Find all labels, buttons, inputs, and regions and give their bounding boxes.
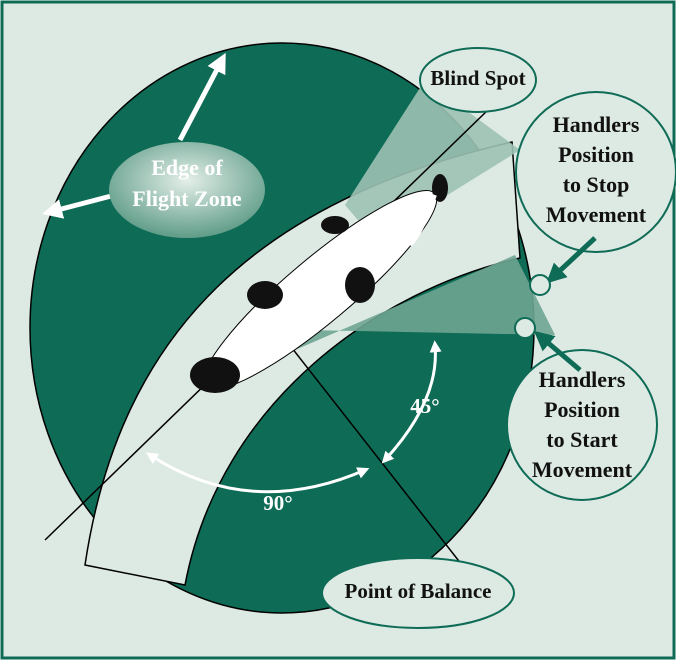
handler-stop-position — [530, 275, 550, 295]
label-line: to Stop — [563, 172, 630, 197]
label-line: Position — [558, 142, 634, 167]
handler-start-position — [515, 318, 535, 338]
label-line: Movement — [546, 202, 647, 227]
diagram: Blind Spot Point of Balance 45° 90° Edge… — [0, 0, 676, 660]
angle-45-label: 45° — [410, 394, 439, 418]
label-line: Movement — [532, 457, 633, 482]
label-line: Edge of — [151, 155, 223, 180]
angle-90-label: 90° — [263, 491, 292, 515]
label-line: Flight Zone — [132, 186, 242, 211]
label-line: Handlers — [539, 367, 626, 392]
label-line: Handlers — [553, 112, 640, 137]
balance-label: Point of Balance — [345, 579, 492, 603]
label-line: Position — [544, 397, 620, 422]
label-line: to Start — [546, 427, 618, 452]
blind-spot-label: Blind Spot — [430, 66, 525, 90]
